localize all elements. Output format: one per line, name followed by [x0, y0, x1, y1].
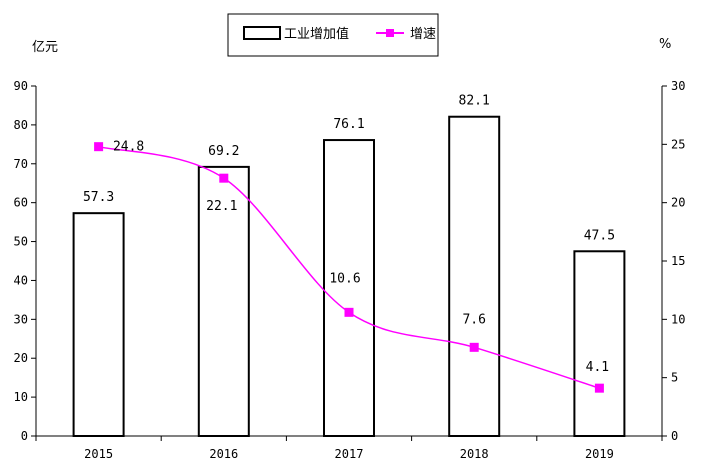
y-left-ticks: 0 10 20 30 40 50 60 70 80 90	[14, 79, 36, 443]
y-left-tick-label: 90	[14, 79, 28, 93]
y-left-tick-label: 50	[14, 235, 28, 249]
bar	[323, 139, 375, 438]
x-tick-label: 2018	[460, 447, 489, 461]
y-left-tick-label: 30	[14, 312, 28, 326]
y-right-tick-label: 0	[671, 429, 678, 443]
x-ticks: 2015 2016 2017 2018 2019	[35, 436, 663, 461]
y-right-tick-label: 15	[671, 254, 685, 268]
line-marker	[219, 173, 229, 183]
y-left-tick-label: 0	[21, 429, 28, 443]
bar-data-label: 82.1	[459, 94, 490, 109]
line-data-label: 24.8	[113, 140, 144, 155]
legend-line-marker	[386, 29, 394, 37]
line-data-label: 22.1	[206, 199, 237, 214]
line-data-label: 4.1	[586, 360, 609, 375]
bar	[72, 212, 125, 437]
y-right-unit: %	[659, 37, 671, 52]
bar	[448, 115, 501, 437]
legend-bar-label: 工业增加值	[284, 26, 349, 42]
x-tick-label: 2019	[585, 447, 614, 461]
bar	[197, 165, 250, 437]
y-right-tick-label: 20	[671, 196, 685, 210]
line-marker	[469, 342, 479, 352]
y-right-tick-label: 10	[671, 312, 685, 326]
bar-data-label: 69.2	[208, 144, 239, 159]
bar-data-label: 47.5	[584, 228, 615, 243]
line-series	[94, 142, 604, 393]
y-left-tick-label: 10	[14, 390, 28, 404]
bar-data-label: 57.3	[83, 190, 114, 205]
line-data-labels: 24.8 22.1 10.6 7.6 4.1	[113, 140, 609, 375]
line-marker	[344, 307, 354, 317]
y-right-tick-label: 30	[671, 79, 685, 93]
bar-data-labels: 57.3 69.2 76.1 82.1 47.5	[83, 94, 615, 244]
y-right-tick-label: 25	[671, 137, 685, 151]
legend: 工业增加值 增速	[227, 13, 439, 57]
y-left-tick-label: 80	[14, 118, 28, 132]
x-tick-label: 2016	[209, 447, 238, 461]
line-marker	[594, 383, 604, 393]
bar-data-label: 76.1	[333, 117, 364, 132]
y-left-tick-label: 40	[14, 273, 28, 287]
y-right-tick-label: 5	[671, 371, 678, 385]
y-right-ticks: 0 5 10 15 20 25 30	[662, 79, 685, 443]
y-left-tick-label: 20	[14, 351, 28, 365]
bar	[573, 250, 626, 437]
legend-bar-swatch	[243, 26, 281, 40]
x-tick-label: 2015	[84, 447, 113, 461]
x-tick-label: 2017	[335, 447, 364, 461]
y-left-tick-label: 60	[14, 196, 28, 210]
legend-line-label: 增速	[410, 27, 436, 42]
bar-series	[72, 115, 626, 438]
y-left-tick-label: 70	[14, 157, 28, 171]
line-marker	[94, 142, 104, 152]
line-data-label: 10.6	[329, 271, 360, 286]
line-data-label: 7.6	[462, 312, 485, 327]
y-left-unit: 亿元	[32, 40, 58, 55]
